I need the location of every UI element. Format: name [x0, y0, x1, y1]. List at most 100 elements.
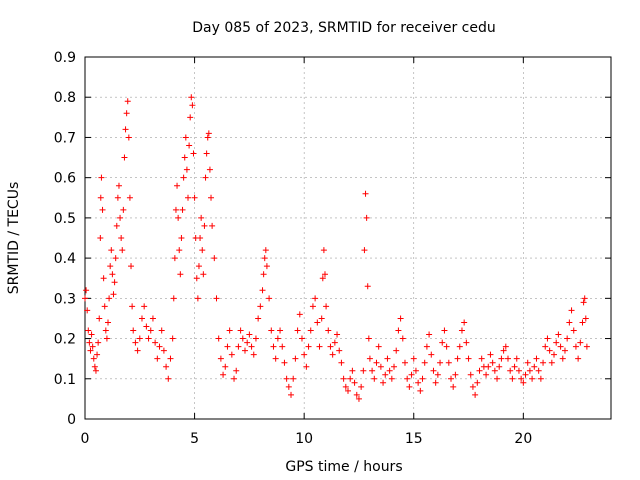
data-point — [285, 383, 292, 390]
data-point — [118, 235, 125, 241]
data-point — [149, 315, 156, 322]
data-point — [125, 134, 132, 141]
data-point — [201, 222, 208, 229]
data-point — [112, 255, 119, 262]
data-point — [113, 222, 120, 229]
data-point — [85, 327, 92, 334]
data-point — [340, 375, 347, 382]
data-point — [187, 114, 194, 121]
data-point — [188, 94, 195, 101]
data-point — [205, 130, 212, 137]
data-point — [136, 335, 143, 342]
data-point — [579, 319, 586, 326]
data-point — [386, 367, 393, 374]
data-point — [347, 375, 354, 382]
data-point — [463, 339, 470, 346]
data-point — [419, 375, 426, 382]
data-point — [363, 214, 370, 221]
data-point — [489, 359, 496, 366]
y-tick-label: 0.7 — [54, 130, 76, 146]
y-tick-label: 0.4 — [54, 251, 76, 267]
data-point — [199, 247, 206, 254]
data-point — [342, 383, 349, 390]
data-point — [193, 275, 200, 282]
data-point — [126, 194, 133, 201]
data-point — [494, 375, 501, 382]
data-point — [180, 174, 187, 181]
data-point — [156, 343, 163, 350]
data-point — [568, 307, 575, 314]
data-point — [186, 142, 193, 149]
data-point — [190, 150, 197, 157]
data-point — [117, 214, 124, 221]
data-point — [319, 275, 326, 282]
data-point — [450, 383, 457, 390]
data-point — [96, 315, 103, 322]
data-point — [88, 331, 95, 338]
data-point — [355, 395, 362, 402]
data-point — [415, 379, 422, 386]
data-point — [361, 247, 368, 254]
data-point — [266, 295, 273, 302]
data-point — [478, 355, 485, 362]
data-point — [100, 275, 107, 282]
data-point — [522, 371, 529, 378]
data-point — [329, 351, 336, 358]
data-point — [443, 343, 450, 350]
data-point — [268, 327, 275, 334]
data-point — [213, 295, 220, 302]
data-point — [183, 166, 190, 173]
data-point — [170, 295, 177, 302]
data-point — [537, 375, 544, 382]
data-point — [557, 343, 564, 350]
data-point — [260, 271, 267, 278]
data-point — [91, 363, 98, 370]
data-point — [546, 347, 553, 354]
data-point — [441, 327, 448, 334]
data-point — [487, 351, 494, 358]
axes — [84, 56, 612, 420]
data-point — [401, 359, 408, 366]
data-point — [189, 102, 196, 109]
data-point — [252, 335, 259, 342]
data-point — [509, 375, 516, 382]
data-point — [171, 255, 178, 262]
data-point — [97, 235, 104, 241]
tick-marks — [84, 56, 611, 420]
data-point — [99, 206, 106, 213]
data-point — [152, 339, 159, 346]
data-point — [430, 367, 437, 374]
data-point — [124, 98, 131, 105]
data-point — [94, 351, 101, 358]
data-point — [197, 235, 204, 241]
data-point — [327, 343, 334, 350]
data-point — [90, 355, 97, 362]
data-point — [388, 375, 395, 382]
data-point — [208, 194, 215, 201]
data-point — [263, 263, 270, 270]
data-point — [555, 331, 562, 338]
plot-border — [84, 56, 612, 420]
data-point — [454, 355, 461, 362]
data-point — [209, 222, 216, 229]
data-point — [485, 363, 492, 370]
data-point — [580, 299, 587, 306]
data-point — [520, 379, 527, 386]
data-point — [498, 355, 505, 362]
data-point — [345, 387, 351, 394]
data-point — [564, 335, 571, 342]
data-point — [366, 355, 373, 362]
data-point — [301, 351, 308, 358]
data-point — [103, 335, 110, 342]
data-point — [202, 174, 209, 181]
data-point — [529, 375, 536, 382]
data-point — [535, 367, 542, 374]
data-point — [559, 355, 566, 362]
data-point — [194, 295, 201, 302]
x-tick-label: 10 — [295, 431, 313, 447]
data-points — [82, 94, 590, 402]
data-point — [504, 355, 511, 362]
x-tick-label: 20 — [514, 431, 532, 447]
data-point — [410, 355, 417, 362]
data-point — [83, 287, 90, 294]
